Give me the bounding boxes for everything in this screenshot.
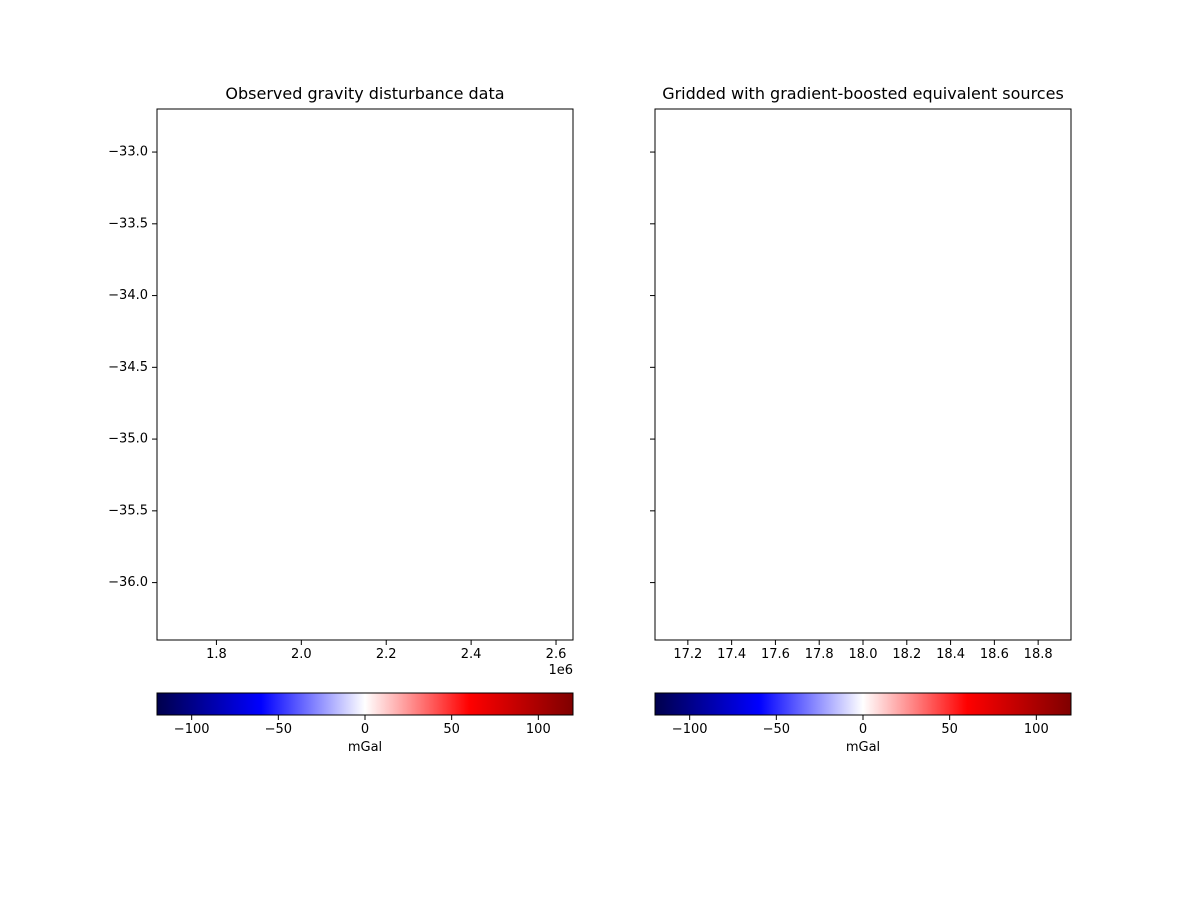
svg-text:0: 0	[859, 722, 867, 737]
right-colorbar-ticks: −100 −50 0 50 100	[672, 715, 1049, 737]
left-x-offset: 1e6	[548, 663, 573, 678]
right-colorbar: −100 −50 0 50 100 mGal	[655, 693, 1071, 755]
svg-text:−100: −100	[672, 722, 708, 737]
svg-text:−50: −50	[763, 722, 790, 737]
svg-text:−35.5: −35.5	[108, 503, 148, 518]
left-panel: Observed gravity disturbance data −36.0−…	[108, 84, 573, 755]
svg-text:1.8: 1.8	[206, 647, 227, 662]
left-title: Observed gravity disturbance data	[225, 84, 504, 103]
right-y-ticks	[650, 152, 655, 583]
svg-text:18.4: 18.4	[936, 647, 965, 662]
svg-text:2.6: 2.6	[546, 647, 567, 662]
svg-text:17.6: 17.6	[761, 647, 790, 662]
right-panel: Gridded with gradient-boosted equivalent…	[650, 84, 1071, 755]
svg-text:100: 100	[526, 722, 551, 737]
svg-text:18.2: 18.2	[892, 647, 921, 662]
svg-text:−35.0: −35.0	[108, 432, 148, 447]
svg-text:−34.5: −34.5	[108, 360, 148, 375]
svg-text:18.6: 18.6	[980, 647, 1009, 662]
right-colorbar-label: mGal	[846, 740, 880, 755]
svg-text:−33.0: −33.0	[108, 145, 148, 160]
svg-text:50: 50	[941, 722, 958, 737]
left-colorbar-gradient	[157, 693, 573, 715]
right-x-ticks: 17.2 17.4 17.6 17.8 18.0 18.2 18.4 18.6 18.8	[673, 640, 1052, 662]
svg-text:17.8: 17.8	[805, 647, 834, 662]
left-colorbar-label: mGal	[348, 740, 382, 755]
left-colorbar: −100 −50 0 50 100 mGal	[157, 693, 573, 755]
svg-text:50: 50	[443, 722, 460, 737]
svg-text:0: 0	[361, 722, 369, 737]
figure: Observed gravity disturbance data −36.0−…	[0, 0, 1200, 900]
svg-text:18.8: 18.8	[1024, 647, 1053, 662]
svg-text:17.2: 17.2	[673, 647, 702, 662]
svg-text:100: 100	[1024, 722, 1049, 737]
svg-text:17.4: 17.4	[717, 647, 746, 662]
left-x-ticks: 1.8 2.0 2.2 2.4 2.6	[206, 640, 566, 662]
svg-text:2.4: 2.4	[461, 647, 482, 662]
left-axes-frame	[157, 109, 573, 640]
svg-text:2.2: 2.2	[376, 647, 397, 662]
svg-text:−36.0: −36.0	[108, 575, 148, 590]
right-colorbar-gradient	[655, 693, 1071, 715]
left-colorbar-ticks: −100 −50 0 50 100	[174, 715, 551, 737]
svg-text:2.0: 2.0	[291, 647, 312, 662]
left-y-ticks: −36.0 −35.5 −35.0 −34.5 −34.0 −33.5 −33.0	[108, 145, 157, 591]
svg-text:−34.0: −34.0	[108, 288, 148, 303]
right-title: Gridded with gradient-boosted equivalent…	[662, 84, 1064, 103]
svg-text:−100: −100	[174, 722, 210, 737]
svg-text:−50: −50	[265, 722, 292, 737]
svg-text:−33.5: −33.5	[108, 216, 148, 231]
right-axes-frame	[655, 109, 1071, 640]
svg-text:18.0: 18.0	[849, 647, 878, 662]
